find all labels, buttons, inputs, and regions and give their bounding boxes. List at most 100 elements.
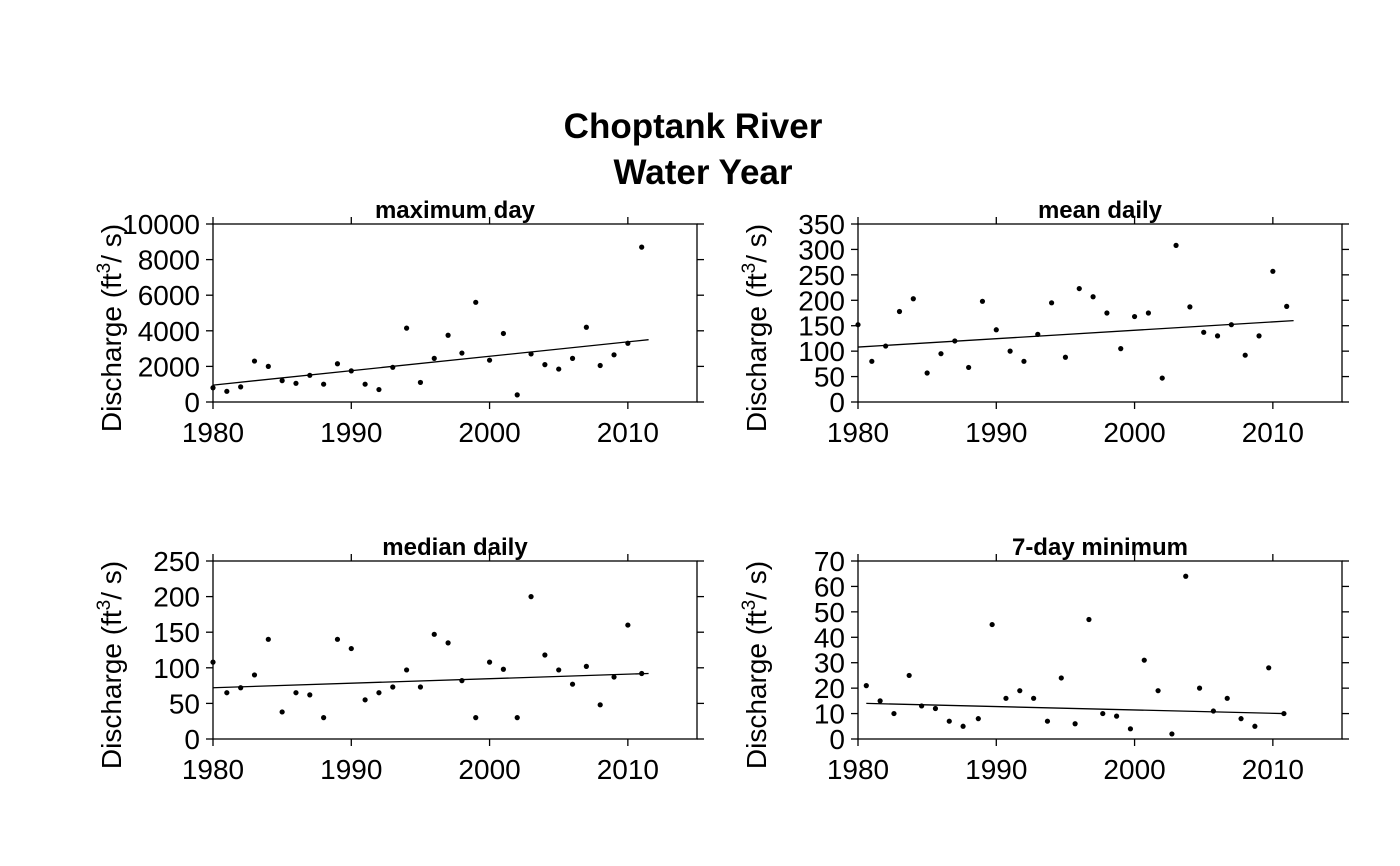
panel-1: mean daily 1980 1990 2000 2010 05010015020025… <box>739 197 1349 448</box>
data-point <box>1145 310 1151 316</box>
data-point <box>362 697 368 703</box>
y-tick-label: 30 <box>814 648 845 679</box>
y-tick-label: 100 <box>153 653 200 684</box>
data-point <box>1214 333 1221 339</box>
data-point <box>1284 303 1290 309</box>
data-point <box>639 244 645 250</box>
data-point <box>459 350 465 356</box>
data-point <box>883 343 889 349</box>
data-point <box>486 357 493 363</box>
y-tick-label: 4000 <box>138 316 200 347</box>
data-point <box>924 370 930 376</box>
data-point <box>877 698 883 704</box>
data-point <box>1113 713 1120 719</box>
y-tick-label: 0 <box>184 724 200 755</box>
x-tick-label: 2000 <box>1103 754 1165 785</box>
data-point <box>1224 695 1230 701</box>
data-point <box>1062 354 1069 360</box>
x-tick-label: 1980 <box>182 417 244 448</box>
x-tick-label: 2010 <box>1242 754 1304 785</box>
y-tick-label: 150 <box>798 311 845 342</box>
data-point <box>1242 352 1248 358</box>
data-point <box>583 663 589 669</box>
data-point <box>238 384 244 390</box>
data-point <box>473 299 479 305</box>
data-point <box>556 366 562 372</box>
data-point <box>307 372 313 378</box>
data-point <box>486 659 493 665</box>
x-tick-label: 1990 <box>965 417 1027 448</box>
y-tick-label: 100 <box>798 336 845 367</box>
data-point <box>906 672 912 679</box>
figure-title-line2: Water Year <box>614 153 793 192</box>
data-point <box>279 709 285 715</box>
x-tick-label: 2000 <box>1103 417 1165 448</box>
data-point <box>1270 268 1276 274</box>
data-point <box>404 667 410 673</box>
data-point <box>855 322 861 328</box>
data-point <box>938 351 944 357</box>
x-tick-label: 1990 <box>965 754 1027 785</box>
data-point <box>611 352 617 358</box>
data-point <box>1031 695 1037 701</box>
x-tick-label: 1980 <box>827 754 889 785</box>
data-point <box>376 690 382 696</box>
data-point <box>445 332 451 338</box>
data-point <box>542 362 548 368</box>
data-point <box>1141 657 1147 663</box>
x-tick-label: 2010 <box>597 754 659 785</box>
y-tick-label: 200 <box>153 582 200 613</box>
data-point <box>224 690 230 696</box>
data-point <box>1169 731 1175 737</box>
y-axis-label: Discharge (ft3/ s) <box>94 561 127 769</box>
plot-frame <box>212 223 698 403</box>
data-point <box>1201 329 1207 335</box>
x-tick-label: 1990 <box>320 754 382 785</box>
figure-title-line1: Choptank River <box>564 107 823 146</box>
y-tick-label: 200 <box>798 285 845 316</box>
y-tick-label: 0 <box>829 724 845 755</box>
data-point <box>362 381 368 387</box>
data-point <box>1159 375 1165 381</box>
y-tick-label: 10000 <box>122 209 200 240</box>
y-tick-label: 350 <box>798 209 845 240</box>
data-point <box>321 381 327 387</box>
data-point <box>1252 723 1258 729</box>
data-point <box>989 621 995 628</box>
data-point <box>500 330 506 337</box>
data-point <box>1281 710 1287 717</box>
data-point <box>1100 710 1106 717</box>
x-tick-label: 1980 <box>827 417 889 448</box>
x-tick-label: 2010 <box>1242 417 1304 448</box>
data-point <box>966 364 972 371</box>
y-tick-label: 50 <box>814 362 845 393</box>
data-point <box>1228 322 1234 328</box>
y-tick-label: 50 <box>169 688 200 719</box>
data-point <box>960 723 966 729</box>
data-point <box>431 355 437 361</box>
data-point <box>334 361 341 367</box>
y-tick-label: 8000 <box>138 245 200 276</box>
data-point <box>569 681 576 687</box>
data-point <box>279 378 285 384</box>
data-point <box>376 386 382 393</box>
data-point <box>919 703 925 709</box>
data-point <box>625 622 631 628</box>
y-tick-label: 60 <box>814 571 845 602</box>
data-point <box>1003 695 1009 701</box>
data-point <box>910 296 916 302</box>
data-point <box>975 716 981 722</box>
plot-frame <box>857 223 1343 403</box>
data-point <box>348 368 354 374</box>
y-tick-label: 70 <box>814 546 845 577</box>
data-point <box>556 667 562 673</box>
data-point <box>1090 294 1096 300</box>
y-tick-label: 20 <box>814 673 845 704</box>
data-point <box>1044 718 1051 724</box>
y-axis-label: Discharge (ft3/ s) <box>739 561 772 769</box>
data-point <box>1266 665 1272 671</box>
x-tick-label: 2000 <box>458 754 520 785</box>
data-point <box>1086 616 1092 623</box>
